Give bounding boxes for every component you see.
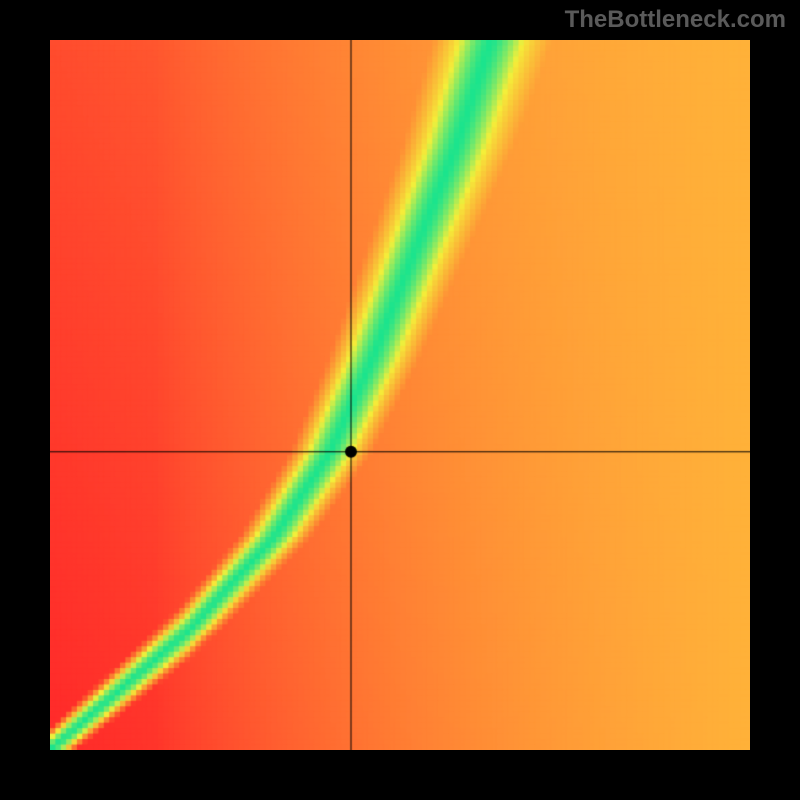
chart-wrap: TheBottleneck.com [0, 0, 800, 800]
bottleneck-heatmap [50, 40, 750, 750]
heatmap-holder [50, 40, 750, 750]
watermark-text: TheBottleneck.com [565, 6, 786, 34]
